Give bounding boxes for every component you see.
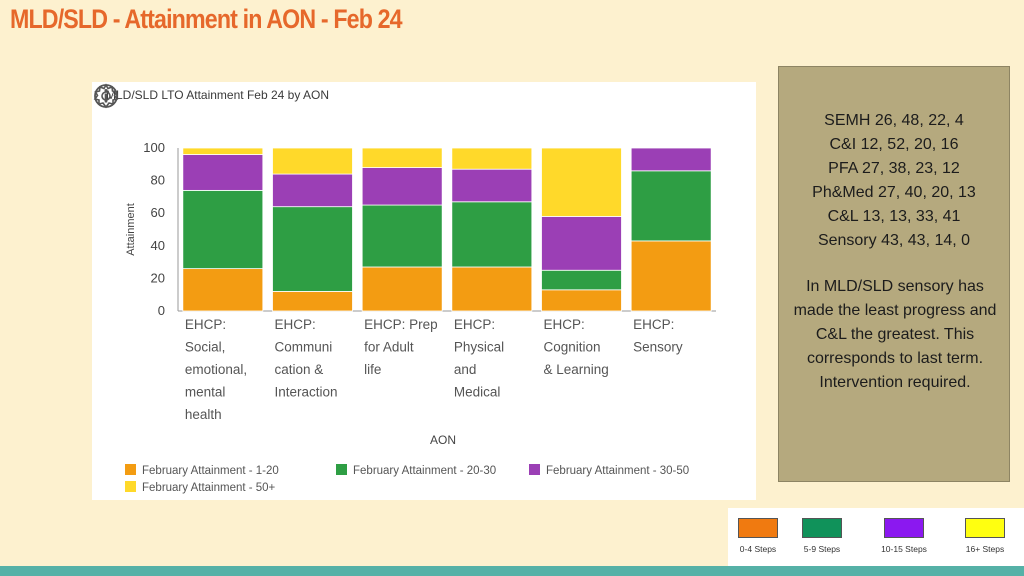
key-item: 0-4 Steps (728, 518, 788, 554)
key-swatch-16-plus (965, 518, 1005, 538)
stat-line: C&I 12, 52, 20, 16 (829, 136, 959, 153)
bar-segment (272, 173, 353, 208)
legend-label: February Attainment - 20-30 (353, 465, 496, 477)
key-label: 0-4 Steps (739, 544, 777, 554)
category-label: health (185, 407, 222, 422)
category-label: & Learning (544, 362, 609, 377)
category-label: mental (185, 385, 226, 400)
key-label: 16+ Steps (965, 544, 1005, 554)
bar-segment (451, 147, 533, 170)
category-label: EHCP: (185, 317, 226, 332)
bar-segment (451, 201, 533, 268)
bar-segment (361, 167, 443, 206)
category-label: Medical (454, 385, 501, 400)
category-label: EHCP: (454, 317, 495, 332)
info-icon[interactable] (92, 82, 120, 110)
steps-key: 0-4 Steps 5-9 Steps 10-15 Steps 16+ Step… (728, 508, 1024, 570)
bottom-accent-bar (0, 566, 1024, 576)
key-swatch-0-4 (738, 518, 778, 538)
category-label: cation & (275, 362, 324, 377)
bar-segment (182, 189, 264, 270)
y-tick-label: 60 (151, 205, 165, 220)
stat-line: C&L 13, 13, 33, 41 (827, 208, 961, 225)
category-label: Cognition (544, 340, 601, 355)
y-tick-label: 0 (158, 303, 165, 318)
stat-line: Sensory 43, 43, 14, 0 (817, 232, 971, 249)
notes-stats: SEMH 26, 48, 22, 4 C&I 12, 52, 20, 16 PF… (779, 109, 1009, 253)
y-tick-label: 100 (143, 140, 165, 155)
category-label: for Adult (364, 340, 414, 355)
bar-segment (361, 266, 443, 312)
slide-title: MLD/SLD - Attainment in AON - Feb 24 (10, 4, 403, 34)
category-label: Sensory (633, 340, 683, 355)
y-tick-label: 40 (151, 238, 165, 253)
y-axis-label: Attainment (125, 203, 137, 256)
key-item: 16+ Steps (955, 518, 1015, 554)
bar-segment (541, 216, 622, 271)
category-label: Communi (275, 340, 333, 355)
bar-segment (451, 266, 533, 312)
legend-label: February Attainment - 1-20 (142, 465, 279, 477)
stacked-bar-chart: 0 20 40 60 80 100 Attainment EHCP: Social, emotio… (125, 140, 716, 494)
category-label: EHCP: (275, 317, 316, 332)
category-label: Social, (185, 340, 226, 355)
key-swatch-10-15 (884, 518, 924, 538)
legend-label: February Attainment - 30-50 (546, 465, 689, 477)
category-label: and (454, 362, 477, 377)
category-label: EHCP: Prep (364, 317, 438, 332)
notes-comment: In MLD/SLD sensory has made the least pr… (793, 278, 997, 391)
key-swatch-5-9 (802, 518, 842, 538)
bar-segment (272, 147, 353, 175)
category-label: emotional, (185, 362, 247, 377)
bar-segment (541, 269, 622, 291)
legend-swatch (125, 464, 136, 475)
chart-title: MLD/SLD LTO Attainment Feb 24 by AON (106, 88, 329, 102)
bar-segment (630, 240, 712, 312)
bar-segment (272, 291, 353, 312)
x-axis-label: AON (430, 433, 456, 447)
category-label: Physical (454, 340, 504, 355)
key-item: 5-9 Steps (792, 518, 852, 554)
bar-segment (272, 206, 353, 292)
legend-swatch (125, 481, 136, 492)
stat-line: PFA 27, 38, 23, 12 (828, 160, 960, 177)
stat-line: Ph&Med 27, 40, 20, 13 (812, 184, 976, 201)
stat-line: SEMH 26, 48, 22, 4 (824, 112, 964, 129)
bar-segment (182, 154, 264, 191)
key-label: 10-15 Steps (881, 544, 927, 554)
y-tick-label: 80 (151, 173, 165, 188)
category-label: Interaction (275, 385, 338, 400)
legend-swatch (529, 464, 540, 475)
notes-box: SEMH 26, 48, 22, 4 C&I 12, 52, 20, 16 PF… (778, 66, 1010, 482)
bar-segment (630, 147, 712, 172)
bar-segment (541, 289, 622, 312)
bar-segment (182, 147, 264, 155)
bar-segment (541, 147, 622, 217)
chart-card: 0 20 40 60 80 100 Attainment EHCP: Social, emotio… (92, 82, 756, 500)
bar-segment (361, 147, 443, 168)
key-item: 10-15 Steps (874, 518, 934, 554)
bar-segment (630, 170, 712, 242)
legend-label: February Attainment - 50+ (142, 482, 276, 494)
bar-segment (182, 268, 264, 312)
y-tick-label: 20 (151, 270, 165, 285)
category-label: EHCP: (633, 317, 674, 332)
legend-swatch (336, 464, 347, 475)
key-label: 5-9 Steps (803, 544, 841, 554)
bar-segment (451, 168, 533, 203)
category-label: life (364, 362, 381, 377)
bar-segment (361, 204, 443, 268)
category-label: EHCP: (544, 317, 585, 332)
